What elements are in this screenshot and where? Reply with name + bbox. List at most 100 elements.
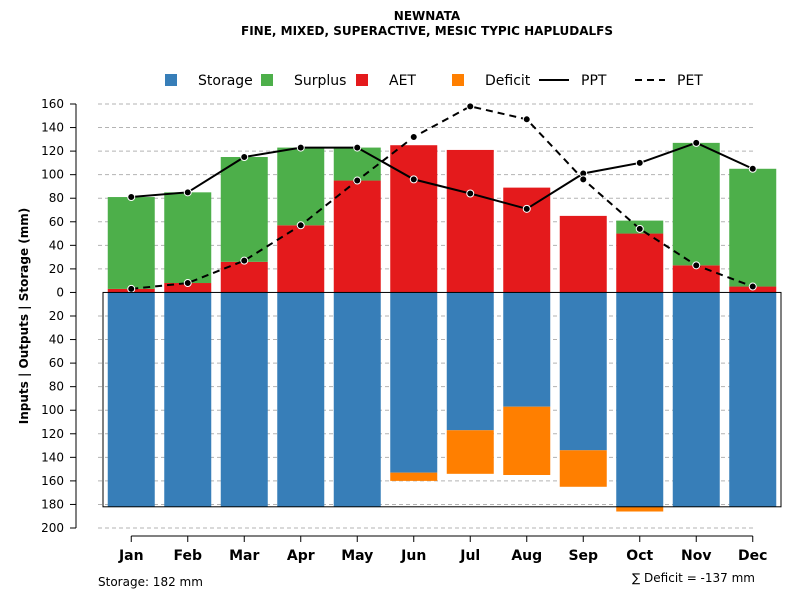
y-tick-label: 100 [41,403,64,417]
ppt-point [522,204,531,213]
aet-bar [390,145,438,293]
y-tick-label: 80 [49,191,64,205]
ppt-point [635,158,644,167]
pet-point [183,279,192,288]
ppt-point [692,138,701,147]
x-tick-label: Aug [511,548,542,564]
legend-label-surplus: Surplus [294,73,346,89]
deficit-note: ∑ Deficit = -137 mm [632,571,755,585]
y-tick-label: 200 [41,521,64,535]
storage-note: Storage: 182 mm [98,575,203,589]
ppt-point [296,143,305,152]
pet-point [353,176,362,185]
x-tick-label: Jan [118,548,144,564]
pet-point [296,221,305,230]
storage-bar [220,292,268,507]
legend-swatch-surplus [261,74,273,86]
y-axis-label: Inputs | Outputs | Storage (mm) [17,208,31,425]
x-tick-label: Jul [459,548,480,564]
deficit-bar [446,430,494,474]
deficit-bar [503,406,551,475]
y-tick-label: 160 [41,474,64,488]
aet-bar [277,225,325,293]
y-tick-label: 40 [49,238,64,252]
legend-label-deficit: Deficit [485,73,531,89]
y-tick-label: 20 [49,309,64,323]
y-tick-label: 0 [56,285,64,299]
aet-bar [164,283,212,293]
surplus-bar [107,197,155,289]
y-tick-label: 140 [41,121,64,135]
aet-bar [559,215,607,293]
x-tick-label: Apr [287,548,315,564]
storage-bar [164,292,212,507]
pet-point [522,115,531,124]
storage-bar [277,292,325,507]
legend-label-ppt: PPT [581,73,607,89]
pet-point [466,102,475,111]
storage-bar [616,292,664,507]
axes: 1601401201008060402002040608010012014016… [41,97,782,564]
aet-bar [672,265,720,293]
surplus-bar [220,157,268,262]
y-tick-label: 120 [41,144,64,158]
storage-bar [333,292,381,507]
chart-title: NEWNATA [394,9,461,23]
x-tick-label: May [341,548,373,564]
y-tick-label: 40 [49,333,64,347]
storage-bar [390,292,438,473]
pet-point [409,132,418,141]
ppt-point [183,188,192,197]
x-tick-label: Oct [626,548,653,564]
y-tick-label: 160 [41,97,64,111]
aet-bar [446,149,494,293]
surplus-bar [729,168,777,287]
y-tick-label: 60 [49,215,64,229]
pet-point [635,224,644,233]
x-tick-label: Feb [173,548,202,564]
chart-subtitle: FINE, MIXED, SUPERACTIVE, MESIC TYPIC HA… [241,24,613,38]
y-tick-label: 140 [41,450,64,464]
surplus-bar [164,192,212,284]
ppt-point [748,164,757,173]
y-tick-label: 60 [49,356,64,370]
aet-bar [333,180,381,293]
ppt-point [466,189,475,198]
pet-point [579,175,588,184]
pet-point [240,256,249,265]
storage-box [102,291,782,508]
y-tick-label: 80 [49,380,64,394]
storage-bar [729,292,777,507]
y-tick-label: 20 [49,262,64,276]
storage-bar [672,292,720,507]
legend-label-storage: Storage [198,73,253,89]
x-tick-label: Dec [738,548,767,564]
x-tick-label: Jun [400,548,426,564]
legend-swatch-aet [356,74,368,86]
legend-label-aet: AET [389,73,416,89]
bars [107,142,777,512]
ppt-point [127,193,136,202]
deficit-bar [559,450,607,487]
legend-swatch-deficit [452,74,464,86]
ppt-point [353,143,362,152]
ppt-line [131,141,754,210]
legend-swatch-storage [165,74,177,86]
deficit-bar [390,472,438,481]
y-tick-label: 100 [41,168,64,182]
storage-bar [446,292,494,431]
x-tick-label: Sep [568,548,598,564]
pet-line [131,105,754,290]
ppt-point [240,153,249,161]
storage-bar [503,292,551,407]
legend-label-pet: PET [677,73,703,89]
y-tick-label: 120 [41,427,64,441]
surplus-bar [672,142,720,266]
aet-bar [616,233,664,293]
lines [127,102,757,293]
pet-point [127,284,136,293]
x-tick-label: Mar [229,548,259,564]
legend: Storage Surplus AET Deficit PPT PET [165,73,703,89]
y-tick-label: 180 [41,497,64,511]
deficit-bar [616,506,664,512]
